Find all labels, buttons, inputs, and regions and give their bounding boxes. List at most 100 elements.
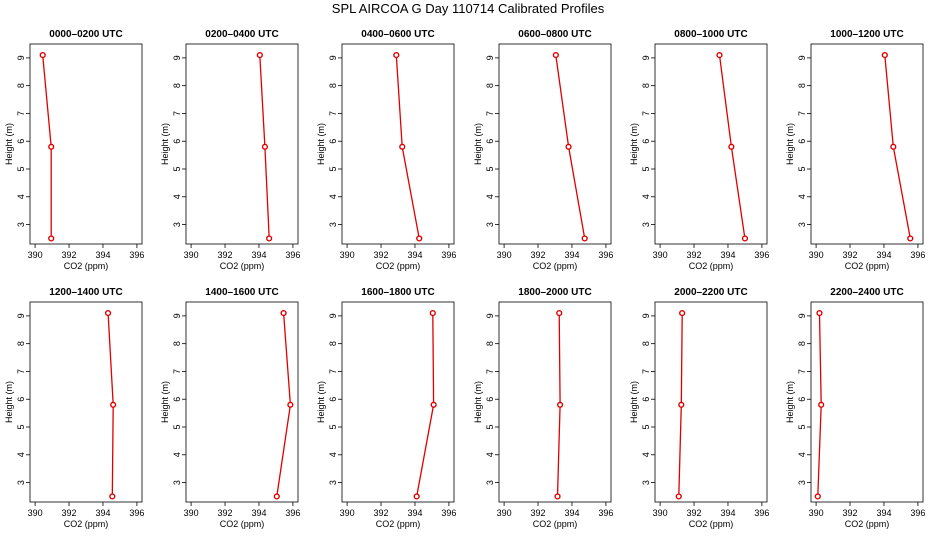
x-tick-label: 396 [285,508,300,518]
x-tick-label: 394 [720,250,735,260]
y-axis-label: Height (m) [316,123,326,165]
y-tick-label: 5 [485,166,495,171]
x-tick-label: 390 [184,250,199,260]
y-tick-label: 3 [641,222,651,227]
y-axis-label: Height (m) [473,381,483,423]
y-axis-label: Height (m) [160,381,170,423]
profile-point [48,143,55,150]
plot-frame [341,301,455,503]
y-axis-label: Height (m) [629,123,639,165]
profile-point [110,401,117,408]
y-axis-label: Height (m) [785,381,795,423]
panel-title: 0200–0400 UTC [205,29,278,40]
profile-point [48,235,55,242]
x-axis-label: CO2 (ppm) [220,519,265,529]
profile-line [884,55,911,239]
profile-point [393,52,400,59]
profile-point [556,310,563,317]
y-tick-label: 8 [641,341,651,346]
panel-title: 0400–0600 UTC [361,29,434,40]
profile-point [552,52,559,59]
plot-frame [29,301,143,503]
panel-title: 1800–2000 UTC [518,287,591,298]
x-tick-label: 396 [598,250,613,260]
x-tick-label: 394 [407,250,422,260]
y-tick-label: 9 [797,55,807,60]
y-tick-label: 8 [172,83,182,88]
x-tick-label: 390 [340,508,355,518]
y-tick-label: 8 [16,341,26,346]
panel-title: 2000–2200 UTC [674,287,747,298]
y-tick-label: 8 [16,83,26,88]
profile-point [413,493,420,500]
profile-point [554,493,561,500]
x-tick-label: 390 [653,508,668,518]
x-tick-label: 394 [251,508,266,518]
y-axis-label: Height (m) [4,123,14,165]
y-tick-label: 9 [172,313,182,318]
profile-panel: 2000–2200 UTC 390 392 394 396 3 4 5 6 7 8 9 CO2 (ppm… [629,287,769,529]
profile-point [273,493,280,500]
profile-panel: 0200–0400 UTC 390 392 394 396 3 4 5 6 7 8 9 CO2 (ppm… [160,29,300,271]
y-tick-label: 3 [485,222,495,227]
x-tick-label: 392 [843,250,858,260]
x-tick-label: 392 [687,250,702,260]
y-axis-label: Height (m) [473,123,483,165]
y-tick-label: 4 [485,194,495,199]
y-tick-label: 8 [641,83,651,88]
plot-frame [185,43,299,245]
y-tick-label: 9 [485,55,495,60]
profile-point [280,310,287,317]
y-tick-label: 8 [797,341,807,346]
profile-point [256,52,263,59]
x-tick-label: 390 [28,508,43,518]
profile-point [104,310,112,317]
x-tick-label: 396 [441,508,456,518]
profile-point [430,401,437,408]
y-tick-label: 6 [485,139,495,144]
profile-panel: 0600–0800 UTC 390 392 394 396 3 4 5 6 7 8 9 CO2 (ppm… [473,29,613,271]
x-axis-label: CO2 (ppm) [533,261,578,271]
profile-point [429,310,436,317]
x-tick-label: 390 [497,508,512,518]
y-tick-label: 7 [172,111,182,116]
x-tick-label: 392 [531,508,546,518]
y-tick-label: 7 [641,369,651,374]
x-tick-label: 390 [340,250,355,260]
x-axis-label: CO2 (ppm) [533,519,578,529]
x-tick-label: 394 [876,250,891,260]
y-tick-label: 6 [485,397,495,402]
x-tick-label: 392 [843,508,858,518]
x-tick-label: 394 [407,508,422,518]
plot-frame [498,301,612,503]
y-tick-label: 8 [328,83,338,88]
y-tick-label: 3 [172,480,182,485]
profile-panel: 1400–1600 UTC 390 392 394 396 3 4 5 6 7 8 9 CO2 (ppm… [160,287,300,529]
y-tick-label: 6 [641,397,651,402]
y-tick-label: 4 [641,194,651,199]
y-tick-label: 8 [797,83,807,88]
panel-title: 0600–0800 UTC [518,29,591,40]
y-tick-label: 7 [328,111,338,116]
x-tick-label: 394 [876,508,891,518]
panel-title: 1400–1600 UTC [205,287,278,298]
profile-point [881,52,888,59]
y-tick-label: 9 [16,313,26,318]
profile-point [816,310,823,317]
profile-panel: 2200–2400 UTC 390 392 394 396 3 4 5 6 7 8 9 CO2 (ppm… [785,287,925,529]
y-tick-label: 9 [328,55,338,60]
y-tick-label: 3 [16,222,26,227]
profile-point [399,143,406,150]
profile-panel: 0400–0600 UTC 390 392 394 396 3 4 5 6 7 8 9 CO2 (ppm… [316,29,456,271]
plot-frame [654,301,768,503]
y-tick-label: 4 [172,194,182,199]
panel-title: 0000–0200 UTC [49,29,122,40]
x-tick-label: 392 [218,508,233,518]
y-tick-label: 3 [797,480,807,485]
plot-frame [810,301,924,503]
x-tick-label: 390 [653,250,668,260]
profile-point [287,401,294,408]
y-tick-label: 5 [485,424,495,429]
x-tick-label: 392 [531,250,546,260]
